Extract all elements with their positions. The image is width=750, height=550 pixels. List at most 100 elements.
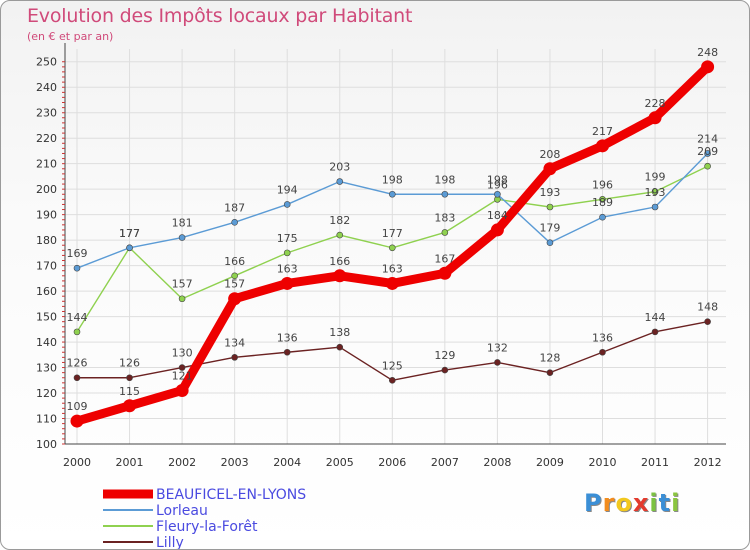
x-tick-label: 2009 xyxy=(536,456,564,469)
data-label: 228 xyxy=(645,97,666,110)
logo-letter: t xyxy=(658,489,672,517)
data-point xyxy=(333,269,347,283)
data-label: 248 xyxy=(697,46,718,59)
data-label: 144 xyxy=(645,311,666,324)
y-tick-label: 110 xyxy=(36,413,57,426)
proxiti-logo: Proxiti xyxy=(584,489,680,517)
data-point xyxy=(280,276,294,290)
data-label: 157 xyxy=(172,278,193,291)
data-point xyxy=(599,196,606,203)
data-point xyxy=(494,359,501,366)
data-label: 169 xyxy=(67,247,88,260)
legend: BEAUFICEL-EN-LYONSLorleauFleury-la-Forêt… xyxy=(103,487,306,549)
data-point xyxy=(175,383,189,397)
data-point xyxy=(231,218,238,226)
data-point xyxy=(336,343,344,351)
data-point xyxy=(441,190,449,198)
axes-layer: 100 110 120 130 140 150 160 170 180 190 200 210 220 2… xyxy=(36,43,726,469)
data-label: 126 xyxy=(67,357,88,370)
data-labels-layer: 109 115 121 157 163 166 163 167 184 208 217 228 248 1… xyxy=(67,46,719,413)
data-label: 163 xyxy=(382,262,403,275)
data-label: 199 xyxy=(645,171,666,184)
data-point xyxy=(441,229,449,236)
data-label: 179 xyxy=(539,222,560,235)
y-tick-label: 120 xyxy=(36,387,57,400)
y-tick-label: 160 xyxy=(36,285,57,298)
legend-label: BEAUFICEL-EN-LYONS xyxy=(156,487,306,503)
data-point xyxy=(336,231,344,239)
data-point xyxy=(494,190,501,198)
logo-letter: o xyxy=(615,489,633,517)
data-label: 217 xyxy=(592,125,613,138)
grid-layer xyxy=(65,49,726,445)
x-tick-label: 2010 xyxy=(589,456,617,469)
data-label: 196 xyxy=(487,178,508,191)
data-label: 109 xyxy=(67,400,88,413)
data-label: 157 xyxy=(224,278,245,291)
data-label: 209 xyxy=(697,145,718,158)
data-label: 126 xyxy=(119,357,140,370)
data-point xyxy=(283,249,291,257)
data-point xyxy=(543,162,557,176)
data-point xyxy=(126,244,133,252)
data-point xyxy=(283,348,291,356)
data-label: 125 xyxy=(382,359,403,372)
y-tick-label: 180 xyxy=(36,234,57,247)
y-tick-label: 170 xyxy=(36,260,57,273)
data-point xyxy=(126,374,133,382)
y-tick-label: 250 xyxy=(36,56,57,69)
data-label: 144 xyxy=(67,311,88,324)
data-label: 132 xyxy=(487,341,508,354)
x-tick-label: 2003 xyxy=(221,456,249,469)
x-tick-label: 2000 xyxy=(63,456,91,469)
data-label: 121 xyxy=(172,369,193,382)
data-label: 198 xyxy=(487,173,508,186)
data-label: 166 xyxy=(329,255,350,268)
data-label: 175 xyxy=(277,232,298,245)
x-tick-label: 2011 xyxy=(641,456,669,469)
data-point xyxy=(178,295,186,303)
data-label: 138 xyxy=(329,326,350,339)
x-tick-label: 2001 xyxy=(116,456,144,469)
data-point xyxy=(546,203,554,211)
data-label: 181 xyxy=(172,217,193,230)
data-point xyxy=(596,139,609,153)
data-point xyxy=(704,150,711,157)
data-label: 136 xyxy=(592,331,613,344)
data-point xyxy=(704,162,711,170)
data-label: 129 xyxy=(434,349,455,362)
x-tick-label: 2006 xyxy=(378,456,406,469)
data-label: 189 xyxy=(592,196,613,209)
data-point xyxy=(336,178,344,185)
data-label: 193 xyxy=(645,186,666,199)
data-label: 115 xyxy=(119,385,140,398)
legend-label: Lorleau xyxy=(156,503,208,519)
data-point xyxy=(599,348,606,356)
logo-letter: P xyxy=(584,489,603,517)
data-point xyxy=(438,266,452,280)
data-point xyxy=(70,414,84,428)
data-label: 183 xyxy=(434,211,455,224)
logo-letter: i xyxy=(649,489,659,517)
y-tick-label: 220 xyxy=(36,132,57,145)
y-tick-label: 240 xyxy=(36,81,57,94)
logo-letter: r xyxy=(602,489,616,517)
data-point xyxy=(231,354,238,361)
data-label: 214 xyxy=(697,132,718,145)
y-tick-label: 150 xyxy=(36,311,57,324)
data-label: 194 xyxy=(277,183,298,196)
data-label: 177 xyxy=(119,227,140,240)
legend-label: Fleury-la-Forêt xyxy=(156,519,258,535)
series-layer xyxy=(70,60,715,428)
data-label: 184 xyxy=(487,209,508,222)
x-tick-label: 2007 xyxy=(431,456,459,469)
data-label: 187 xyxy=(224,201,245,214)
data-point xyxy=(441,366,449,374)
y-tick-label: 130 xyxy=(36,362,57,375)
data-label: 203 xyxy=(329,161,350,174)
data-label: 177 xyxy=(382,227,403,240)
logo-letter: i xyxy=(671,489,681,517)
data-label: 193 xyxy=(539,186,560,199)
y-tick-label: 190 xyxy=(36,209,57,222)
data-point xyxy=(283,201,291,208)
